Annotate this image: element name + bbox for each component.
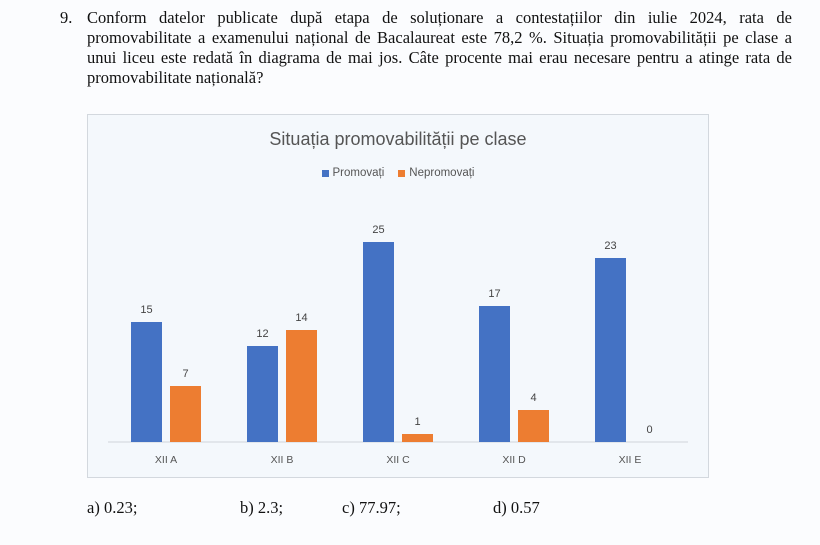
answer-option-d[interactable]: d) 0.57: [493, 498, 540, 517]
answer-option-b[interactable]: b) 2.3;: [240, 498, 284, 517]
chart-container: Situația promovabilității pe clase Promo…: [87, 114, 709, 478]
bar-promova-i-xii-b: [247, 346, 278, 442]
data-label-promova-i-xii-e: 23: [604, 240, 616, 252]
chart-title: Situația promovabilității pe clase: [269, 129, 527, 149]
data-label-promova-i-xii-a: 15: [140, 304, 152, 316]
bar-nepromova-i-xii-b: [286, 330, 317, 442]
legend-item-promovati: Promovați: [321, 167, 385, 179]
bar-promova-i-xii-a: [131, 322, 162, 442]
answer-option-a[interactable]: a) 0.23;: [87, 498, 138, 517]
x-tick-label-xii-b: XII B: [271, 454, 294, 466]
answer-option-c[interactable]: c) 77.97;: [342, 498, 401, 517]
bar-promova-i-xii-c: [363, 242, 394, 442]
data-label-nepromova-i-xii-c: 1: [414, 416, 420, 428]
chart-legend: Promovați Nepromovați: [88, 167, 708, 179]
data-label-nepromova-i-xii-a: 7: [182, 368, 188, 380]
question-text: Conform datelor publicate după etapa de …: [87, 8, 792, 87]
legend-swatch-nepromovati: [398, 169, 406, 177]
data-label-promova-i-xii-d: 17: [488, 288, 500, 300]
legend-label-promovati: Promovați: [332, 167, 385, 179]
x-tick-label-xii-e: XII E: [619, 454, 642, 466]
data-label-nepromova-i-xii-e: 0: [646, 424, 652, 436]
x-tick-label-xii-c: XII C: [386, 454, 410, 466]
data-label-promova-i-xii-b: 12: [256, 328, 268, 340]
bar-nepromova-i-xii-c: [402, 434, 433, 442]
x-tick-label-xii-d: XII D: [502, 454, 526, 466]
bar-promova-i-xii-d: [479, 306, 510, 442]
question-number: 9.: [60, 8, 73, 27]
legend-label-nepromovati: Nepromovați: [409, 167, 475, 179]
answer-options: a) 0.23; b) 2.3; c) 77.97; d) 0.57: [0, 498, 820, 522]
legend-swatch-promovati: [321, 169, 329, 177]
question-block: 9. Conform datelor publicate după etapa …: [60, 8, 792, 88]
data-label-nepromova-i-xii-b: 14: [295, 312, 307, 324]
data-label-nepromova-i-xii-d: 4: [530, 392, 536, 404]
legend-item-nepromovati: Nepromovați: [398, 167, 474, 179]
data-label-promova-i-xii-c: 25: [372, 224, 384, 236]
bar-promova-i-xii-e: [595, 258, 626, 442]
bar-nepromova-i-xii-a: [170, 386, 201, 442]
bar-chart-plot: 15 7 XII A 12 14 XII B 25 1 XII C 17 4 XII D 23 0 XII …: [108, 224, 688, 466]
bar-nepromova-i-xii-d: [518, 410, 549, 442]
x-tick-label-xii-a: XII A: [155, 454, 177, 466]
